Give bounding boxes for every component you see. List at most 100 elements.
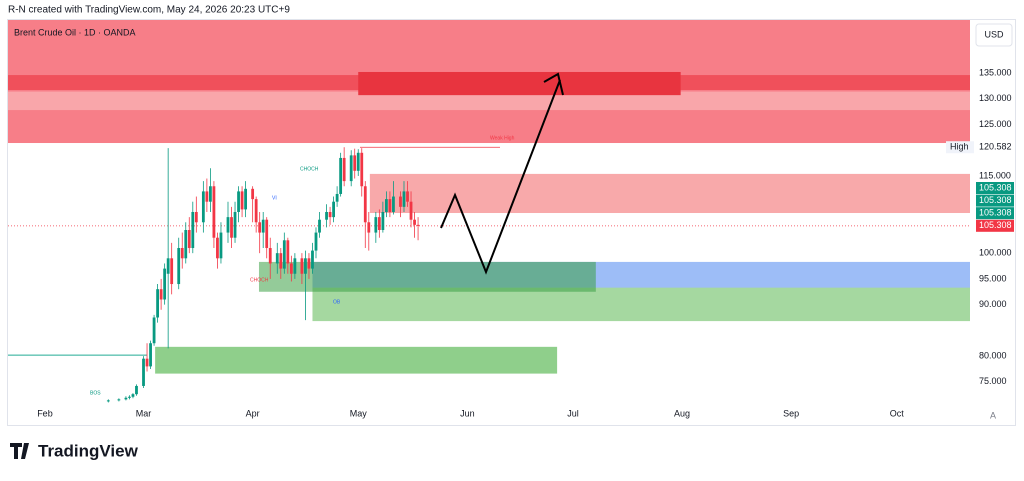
price-tag-text: 105.308 xyxy=(979,220,1012,230)
candle-body xyxy=(251,188,255,200)
candle-body xyxy=(339,157,343,194)
annotation: OB xyxy=(333,299,341,305)
candle-body xyxy=(293,258,297,274)
y-tick-label: 75.000 xyxy=(979,376,1007,386)
zone xyxy=(155,346,558,374)
chart-frame xyxy=(7,19,1016,426)
candle-body xyxy=(131,394,135,397)
annotation: CHOCH xyxy=(300,166,319,172)
candle-body xyxy=(145,358,149,367)
candle-body xyxy=(187,230,191,249)
price-tag xyxy=(976,207,1014,220)
candle-body xyxy=(212,186,216,238)
zone xyxy=(258,261,596,292)
candle-body xyxy=(399,196,402,207)
candle-body xyxy=(406,191,409,202)
y-tick-label: 100.000 xyxy=(979,248,1012,258)
high-tag xyxy=(946,141,974,154)
candle-body xyxy=(311,250,314,269)
candle-body xyxy=(117,399,121,401)
y-tick-label: 115.000 xyxy=(979,170,1011,180)
candle-body xyxy=(184,230,188,259)
candle-body xyxy=(208,186,212,202)
price-tag-text: 105.308 xyxy=(979,208,1012,218)
candle-body xyxy=(205,191,209,202)
candle-body xyxy=(392,196,395,212)
high-tag-text: High xyxy=(950,142,969,152)
candle-body xyxy=(152,317,156,344)
candle-body xyxy=(328,211,332,218)
candle-body xyxy=(307,258,311,269)
candle-body xyxy=(363,186,367,223)
candle-body xyxy=(106,400,110,402)
candle-body xyxy=(388,199,392,212)
candle-body xyxy=(177,248,181,285)
candle-body xyxy=(170,258,174,285)
candle-body xyxy=(279,253,283,269)
candle-body xyxy=(128,396,131,398)
chart-title: Brent Crude Oil · 1D · OANDA xyxy=(14,27,136,37)
price-tag xyxy=(976,219,1014,232)
candle-body xyxy=(349,155,353,182)
currency-button[interactable] xyxy=(975,23,1013,47)
candle-body xyxy=(416,224,420,226)
annotation: CHOCH xyxy=(250,277,269,283)
candle-body xyxy=(149,343,152,367)
x-tick-label: Jun xyxy=(460,408,475,418)
logo-mark xyxy=(10,443,29,459)
annotation: VI xyxy=(272,195,277,201)
x-tick-label: Jul xyxy=(567,408,579,418)
y-tick-label: 95.000 xyxy=(979,273,1007,283)
candle-body xyxy=(142,358,145,386)
x-tick-label: Mar xyxy=(136,408,152,418)
price-tag-text: 105.308 xyxy=(979,195,1012,205)
price-tag xyxy=(976,182,1014,194)
candle-body xyxy=(194,211,198,223)
candle-body xyxy=(156,289,159,318)
x-tick-label: Oct xyxy=(890,408,905,418)
candle-body xyxy=(353,155,357,171)
candle-body xyxy=(384,199,388,212)
y-tick-label: 135.000 xyxy=(979,67,1012,77)
candle-body xyxy=(254,199,258,223)
logo: TradingView xyxy=(10,441,139,460)
plot-area xyxy=(8,20,970,403)
annotation: BOS xyxy=(90,390,101,396)
candle-body xyxy=(282,240,286,269)
candle-body xyxy=(216,237,219,259)
candle-body xyxy=(124,397,128,400)
zone xyxy=(369,173,970,214)
candle-body xyxy=(286,240,290,264)
candle-body xyxy=(356,152,360,171)
x-tick-label: Aug xyxy=(674,408,690,418)
zone xyxy=(358,71,681,96)
candle-body xyxy=(335,193,339,202)
scale-button[interactable]: A xyxy=(990,410,996,420)
zone xyxy=(8,91,970,111)
candle-body xyxy=(159,289,163,300)
x-tick-label: May xyxy=(350,408,368,418)
projection-arrow xyxy=(440,79,561,275)
candle-body xyxy=(258,222,262,233)
candle-body xyxy=(265,219,269,249)
zone xyxy=(312,287,970,322)
price-tag xyxy=(976,194,1014,207)
candle-body xyxy=(409,201,413,220)
candle-body xyxy=(166,258,170,274)
candle-body xyxy=(342,157,346,182)
brand: TradingView xyxy=(38,441,139,460)
price-tag-text: 105.308 xyxy=(979,182,1012,192)
candle-body xyxy=(367,222,371,233)
y-tick-label: 90.000 xyxy=(979,299,1007,309)
candle-body xyxy=(413,219,416,225)
candle-body xyxy=(191,211,195,249)
currency[interactable]: USD xyxy=(984,29,1004,39)
candle-body xyxy=(201,191,205,223)
candle-body xyxy=(377,217,381,230)
candle-body xyxy=(219,232,223,259)
y-tick-label: 80.000 xyxy=(979,350,1007,360)
candle-body xyxy=(268,248,272,264)
price-axis: 75.000 80.000 90.000 95.000 100.000 115.000 12… xyxy=(946,67,1014,386)
candle-body xyxy=(360,152,364,187)
